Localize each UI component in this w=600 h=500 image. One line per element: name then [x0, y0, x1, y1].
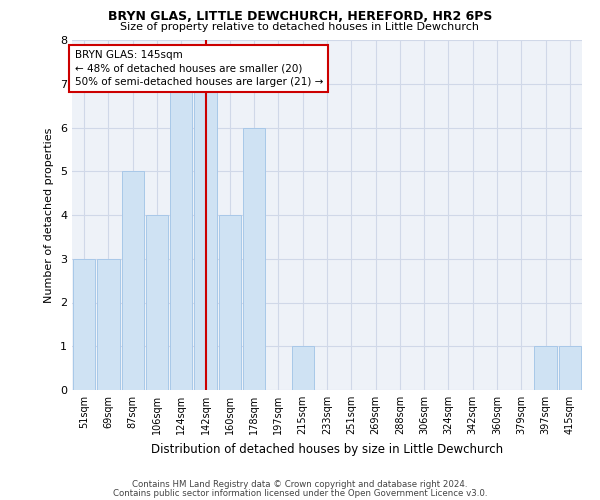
Text: BRYN GLAS: 145sqm
← 48% of detached houses are smaller (20)
50% of semi-detached: BRYN GLAS: 145sqm ← 48% of detached hous… — [74, 50, 323, 87]
Bar — [243, 128, 265, 390]
Text: Contains public sector information licensed under the Open Government Licence v3: Contains public sector information licen… — [113, 488, 487, 498]
Text: BRYN GLAS, LITTLE DEWCHURCH, HEREFORD, HR2 6PS: BRYN GLAS, LITTLE DEWCHURCH, HEREFORD, H… — [108, 10, 492, 23]
Bar — [170, 84, 193, 390]
Bar — [122, 171, 144, 390]
Bar — [73, 259, 95, 390]
Bar — [97, 259, 119, 390]
Text: Contains HM Land Registry data © Crown copyright and database right 2024.: Contains HM Land Registry data © Crown c… — [132, 480, 468, 489]
Bar — [535, 346, 557, 390]
Bar — [559, 346, 581, 390]
Y-axis label: Number of detached properties: Number of detached properties — [44, 128, 55, 302]
Bar — [146, 215, 168, 390]
X-axis label: Distribution of detached houses by size in Little Dewchurch: Distribution of detached houses by size … — [151, 442, 503, 456]
Bar — [292, 346, 314, 390]
Bar — [194, 84, 217, 390]
Text: Size of property relative to detached houses in Little Dewchurch: Size of property relative to detached ho… — [121, 22, 479, 32]
Bar — [218, 215, 241, 390]
